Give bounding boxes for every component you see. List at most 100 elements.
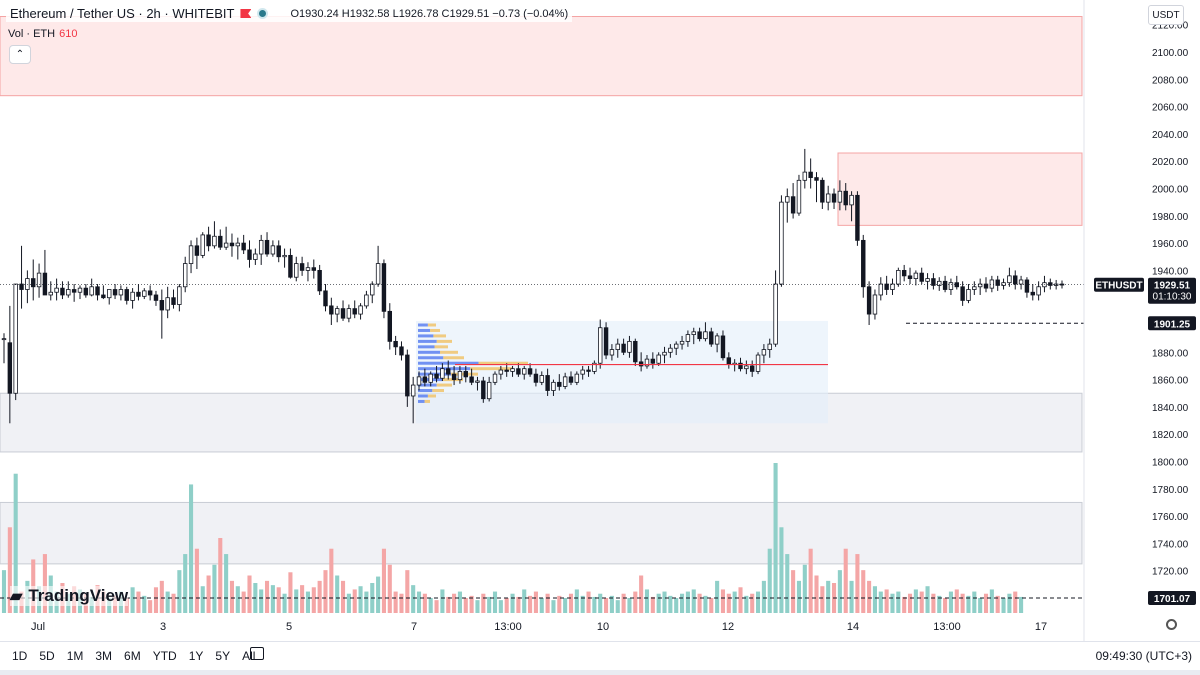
- candle-body: [837, 190, 843, 203]
- candle-body: [358, 305, 363, 315]
- volume-legend[interactable]: Vol · ETH 610: [8, 28, 77, 40]
- volume-bar: [206, 575, 211, 613]
- candle-body: [580, 369, 585, 375]
- volume-bar: [726, 593, 731, 613]
- volume-bar: [434, 600, 439, 613]
- range-3m[interactable]: 3M: [95, 649, 113, 663]
- volume-bar: [452, 593, 457, 613]
- candle-body: [457, 371, 463, 381]
- candle-body: [1024, 279, 1030, 293]
- candle-body: [451, 373, 457, 381]
- candle-body: [235, 242, 241, 247]
- candle-body: [142, 290, 147, 297]
- volume-level-tag-bg: [1148, 591, 1196, 605]
- range-6m[interactable]: 6M: [124, 649, 141, 663]
- symbol-title[interactable]: Ethereum / Tether US · 2h · WHITEBIT: [10, 6, 235, 21]
- volume-bar: [720, 589, 726, 613]
- volume-bar: [270, 585, 275, 613]
- time-tick-label: 14: [847, 621, 859, 633]
- profile-bar-volume: [443, 356, 464, 360]
- price-tick-label: 1740.00: [1152, 539, 1189, 550]
- candle-body: [340, 308, 346, 319]
- volume-bar: [428, 598, 433, 613]
- volume-bar: [639, 575, 644, 613]
- symbol-legend[interactable]: Ethereum / Tether US · 2h · WHITEBIT O19…: [6, 5, 573, 22]
- candle-body: [107, 289, 112, 299]
- volume-bar: [919, 591, 924, 613]
- candles-layer: [1, 148, 1065, 424]
- collapse-legend-button[interactable]: ⌃: [9, 45, 31, 64]
- volume-bar: [440, 589, 445, 613]
- volume-bar: [235, 586, 240, 613]
- candle-body: [522, 368, 527, 375]
- candle-body: [112, 289, 118, 296]
- calendar-icon[interactable]: [250, 647, 264, 660]
- volume-bar: [323, 570, 328, 613]
- price-tick-label: 2060.00: [1152, 103, 1189, 114]
- volume-bar: [878, 591, 883, 613]
- candle-body: [101, 294, 106, 299]
- candle-body: [516, 368, 521, 375]
- profile-bar-volume: [432, 389, 444, 393]
- volume-bar: [340, 580, 346, 613]
- volume-bar: [177, 570, 182, 613]
- volume-bar: [691, 589, 696, 613]
- candle-body: [159, 300, 165, 311]
- volume-bar: [773, 463, 778, 613]
- candle-body: [825, 193, 831, 203]
- volume-bar: [604, 598, 609, 613]
- range-ytd[interactable]: YTD: [152, 649, 177, 663]
- price-tick-label: 1860.00: [1152, 376, 1189, 387]
- candle-body: [212, 235, 217, 247]
- range-5d[interactable]: 5D: [39, 649, 55, 663]
- candle-body: [609, 349, 615, 356]
- profile-bar-value: [418, 328, 431, 332]
- volume-bar: [680, 593, 685, 613]
- candle-body: [1030, 291, 1035, 296]
- volume-bar: [633, 591, 638, 613]
- candle-body: [13, 283, 18, 394]
- volume-bar: [305, 591, 311, 613]
- gear-icon[interactable]: [1166, 619, 1177, 630]
- flag-icon[interactable]: [240, 9, 252, 18]
- time-tick-label: 10: [597, 621, 609, 633]
- volume-bar: [744, 595, 749, 613]
- clock-timezone[interactable]: 09:49:30 (UTC+3): [1095, 649, 1192, 663]
- range-1y[interactable]: 1Y: [188, 649, 204, 663]
- candle-body: [375, 263, 381, 285]
- time-axis[interactable]: Jul 3 5 7 13:00 10 12 14 13:00 17: [31, 621, 1047, 633]
- candle-body: [562, 376, 568, 387]
- volume-bar: [574, 589, 579, 613]
- currency-unit-button[interactable]: USDT: [1148, 5, 1184, 25]
- volume-bar: [954, 589, 959, 613]
- candle-body: [1001, 282, 1006, 286]
- volume-bar: [142, 595, 147, 613]
- candle-body: [364, 294, 369, 307]
- range-1d[interactable]: 1D: [12, 649, 28, 663]
- candle-body: [200, 234, 205, 256]
- volume-bar: [545, 593, 550, 613]
- volume-bar: [907, 593, 913, 613]
- time-tick-label: 17: [1035, 621, 1047, 633]
- bottom-strip: [0, 670, 1200, 675]
- volume-bar: [592, 596, 597, 613]
- candle-body: [323, 290, 328, 307]
- eye-icon[interactable]: [257, 8, 269, 19]
- candle-body: [504, 369, 509, 372]
- volume-bar: [814, 575, 819, 613]
- range-1m[interactable]: 1M: [66, 649, 84, 663]
- tradingview-logo: ▰ TradingView: [10, 586, 129, 606]
- candle-body: [966, 289, 971, 301]
- candle-body: [311, 267, 317, 271]
- volume-bar: [457, 591, 462, 613]
- tradingview-logo-icon: ▰: [10, 588, 23, 605]
- range-buttons: 1D 5D 1M 3M 6M YTD 1Y 5Y All: [12, 649, 255, 663]
- range-5y[interactable]: 5Y: [215, 649, 231, 663]
- volume-bar: [492, 591, 498, 613]
- candle-body: [147, 290, 153, 296]
- volume-bar: [978, 598, 983, 613]
- volume-bar: [995, 595, 1000, 613]
- candle-body: [475, 380, 480, 383]
- candle-body: [977, 283, 983, 288]
